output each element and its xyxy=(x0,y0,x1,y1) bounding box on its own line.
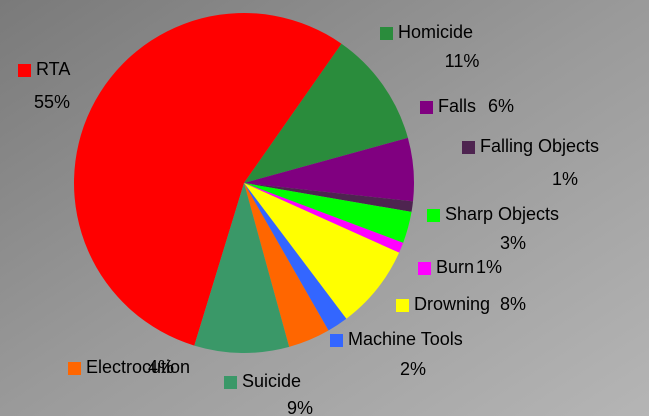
chart: RTA 55% Homicide 11% Falls 6% Falling Objects 1… xyxy=(0,0,649,416)
slice-label: Falls xyxy=(438,96,476,116)
slice-label: Drowning xyxy=(414,294,490,314)
value-label: 11% xyxy=(445,51,480,71)
legend-swatch xyxy=(330,334,343,347)
value-label: 9% xyxy=(287,398,313,416)
slice-label: Burn xyxy=(436,257,474,277)
value-label: 8% xyxy=(500,294,526,314)
value-label: 6% xyxy=(488,96,514,116)
legend-swatch xyxy=(462,141,475,154)
value-label: 55% xyxy=(34,92,70,112)
slice-label: RTA xyxy=(36,59,70,79)
value-label: 3% xyxy=(500,233,526,253)
value-label: 4% xyxy=(148,357,174,377)
value-label: 1% xyxy=(552,169,578,189)
legend-swatch xyxy=(420,101,433,114)
legend-swatch xyxy=(418,262,431,275)
slice-label: Homicide xyxy=(398,22,473,42)
slice-label: Suicide xyxy=(242,371,301,391)
pie xyxy=(74,13,414,353)
value-label: 2% xyxy=(400,359,426,379)
slice-label: Sharp Objects xyxy=(445,204,559,224)
value-label: 1% xyxy=(476,257,502,277)
legend-swatch xyxy=(224,376,237,389)
slice-label: Falling Objects xyxy=(480,136,599,156)
legend-swatch xyxy=(427,209,440,222)
legend-swatch xyxy=(380,27,393,40)
slice-label: Electrocution xyxy=(86,357,190,377)
legend-swatch xyxy=(18,64,31,77)
legend-swatch xyxy=(396,299,409,312)
legend-swatch xyxy=(68,362,81,375)
slice-label: Machine Tools xyxy=(348,329,463,349)
